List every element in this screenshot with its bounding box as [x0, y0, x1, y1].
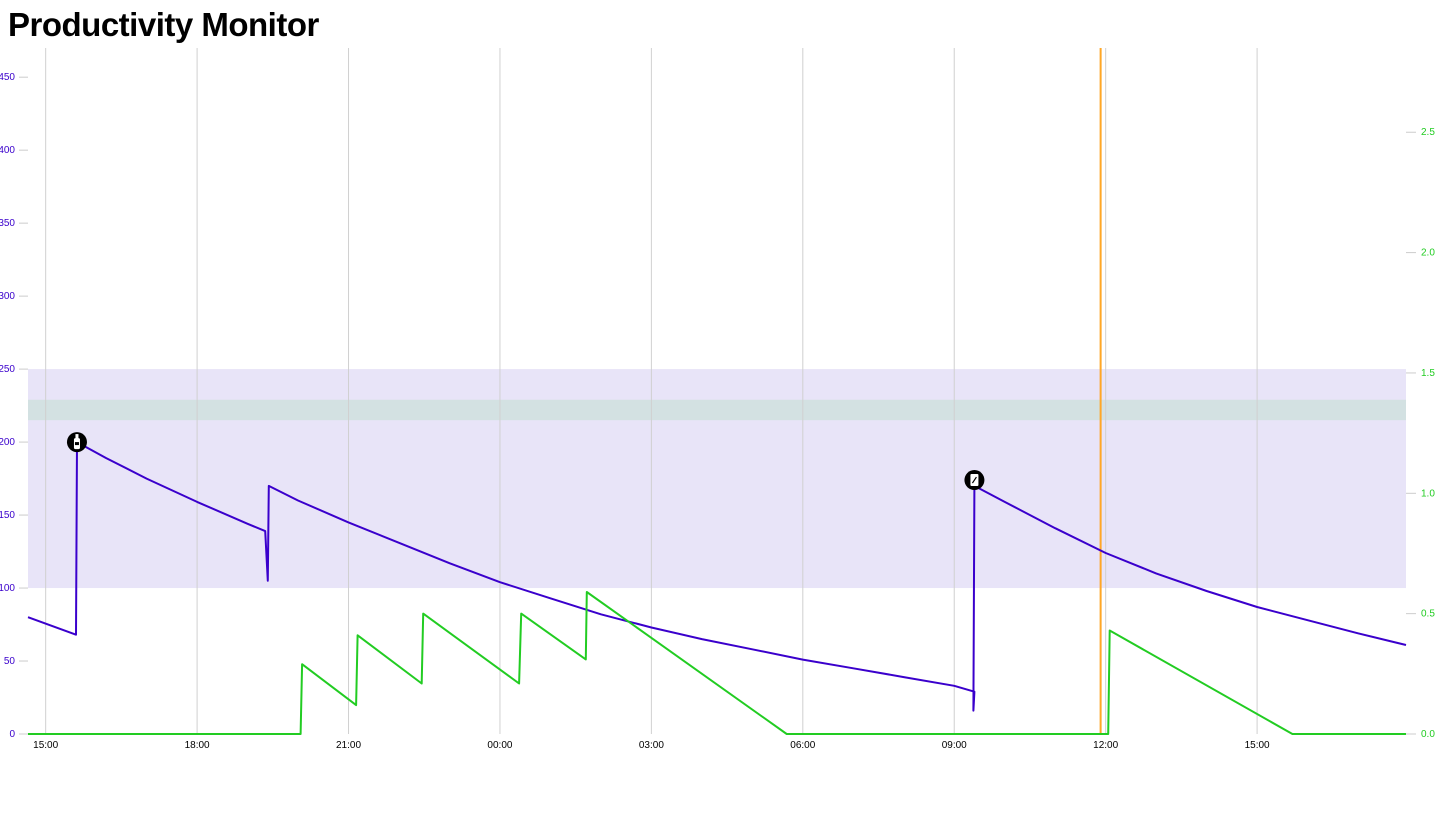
left-tick-label: 200 — [0, 437, 15, 448]
x-tick-label: 03:00 — [639, 740, 664, 751]
left-tick-label: 0 — [9, 729, 15, 740]
x-tick-label: 06:00 — [790, 740, 815, 751]
x-tick-label: 21:00 — [336, 740, 361, 751]
vertical-grid — [45, 48, 1258, 734]
x-tick-label: 15:00 — [33, 740, 58, 751]
right-tick-label: 0.5 — [1421, 609, 1435, 620]
x-tick-label: 18:00 — [185, 740, 210, 751]
cup-straw — [971, 476, 977, 484]
event-markers — [66, 432, 985, 491]
right-tick-label: 2.0 — [1421, 248, 1435, 259]
target-band — [28, 399, 1406, 421]
left-y-axis: 0 50 100 150 200 250 300 350 400 450 — [0, 72, 28, 740]
right-axis-series-line — [28, 591, 1406, 735]
right-tick-label: 1.5 — [1421, 368, 1435, 379]
x-tick-label: 00:00 — [487, 740, 512, 751]
right-tick-label: 0.0 — [1421, 729, 1435, 740]
left-tick-label: 350 — [0, 218, 15, 229]
left-tick-label: 100 — [0, 583, 15, 594]
x-tick-label: 15:00 — [1245, 740, 1270, 751]
right-tick-label: 2.5 — [1421, 127, 1435, 138]
x-tick-label: 12:00 — [1093, 740, 1118, 751]
left-tick-label: 400 — [0, 145, 15, 156]
bottle-neck — [75, 434, 79, 440]
left-tick-label: 50 — [4, 656, 16, 667]
x-axis: 15:00 18:00 21:00 00:00 03:00 06:00 09:00 12:00… — [33, 740, 1270, 751]
left-tick-label: 150 — [0, 510, 15, 521]
range-bands — [28, 369, 1406, 589]
right-y-axis: 0.0 0.5 1.0 1.5 2.0 2.5 — [1406, 127, 1435, 740]
page-title: Productivity Monitor — [8, 6, 319, 43]
series-lines — [27, 441, 1407, 735]
x-tick-label: 09:00 — [942, 740, 967, 751]
left-axis-series-line — [27, 441, 1407, 712]
bottle-label — [74, 442, 79, 446]
left-tick-label: 250 — [0, 364, 15, 375]
coffee-cup-icon — [964, 470, 985, 491]
left-tick-label: 450 — [0, 72, 15, 83]
beer-bottle-icon — [66, 432, 87, 453]
right-tick-label: 1.0 — [1421, 488, 1435, 499]
left-tick-label: 300 — [0, 291, 15, 302]
